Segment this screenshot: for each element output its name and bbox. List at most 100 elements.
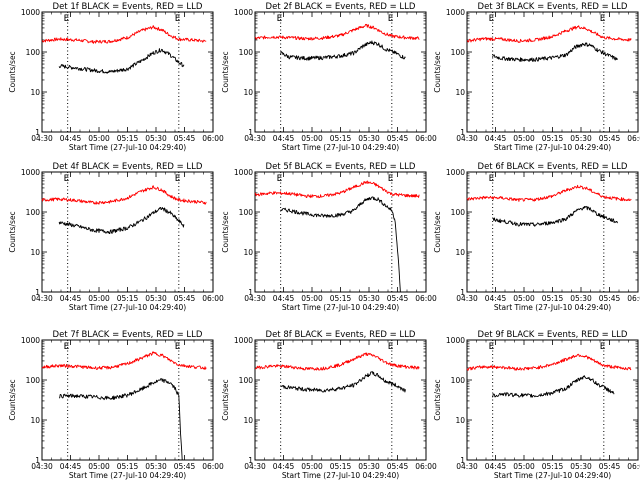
x-tick-label: 05:15	[542, 134, 564, 143]
x-tick-label: 05:00	[513, 462, 535, 471]
lld-series-line	[466, 353, 632, 371]
x-tick-label: 05:00	[88, 462, 110, 471]
y-tick-label: 10	[243, 416, 253, 425]
y-tick-label: 1000	[234, 8, 253, 17]
x-tick-label: 04:30	[31, 462, 53, 471]
y-tick-label: 100	[239, 376, 254, 385]
x-tick-label: 06:00	[202, 294, 224, 303]
events-series-line	[280, 40, 406, 61]
y-tick-label: 1000	[446, 8, 465, 17]
y-tick-label: 100	[26, 48, 41, 57]
x-tick-label: 04:30	[456, 462, 478, 471]
x-tick-label: 06:00	[627, 462, 640, 471]
x-tick-label: 04:45	[273, 294, 295, 303]
panel-6: Det 6f BLACK = Events, RED = LLD 1 10 100 10…	[433, 162, 640, 312]
x-tick-label: 05:30	[570, 294, 592, 303]
y-axis-label: Counts/sec	[433, 379, 442, 420]
y-tick-label: 1	[35, 288, 40, 297]
y-tick-label: 100	[26, 376, 41, 385]
y-tick-label: 1000	[446, 168, 465, 177]
x-axis-label: Start Time (27-Jul-10 04:29:40)	[69, 303, 186, 312]
y-tick-label: 1	[460, 128, 465, 137]
y-tick-label: 1000	[234, 336, 253, 345]
x-axis-label: Start Time (27-Jul-10 04:29:40)	[69, 143, 186, 152]
panel-9: Det 9f BLACK = Events, RED = LLD 1 10 100 10…	[433, 330, 640, 480]
x-axis-label: Start Time (27-Jul-10 04:29:40)	[494, 143, 611, 152]
y-tick-label: 1	[248, 288, 253, 297]
x-tick-label: 04:30	[31, 134, 53, 143]
x-tick-label: 05:45	[174, 294, 196, 303]
x-tick-label: 05:00	[88, 134, 110, 143]
y-tick-label: 1000	[446, 336, 465, 345]
y-axis-label: Counts/sec	[221, 379, 230, 420]
panel-5: Det 5f BLACK = Events, RED = LLD 1 10 100 10…	[221, 162, 437, 312]
x-tick-label: 04:30	[456, 294, 478, 303]
x-tick-label: 04:45	[60, 134, 82, 143]
x-tick-label: 05:45	[599, 294, 621, 303]
events-series-line	[58, 206, 185, 235]
x-tick-label: 05:00	[88, 294, 110, 303]
x-tick-label: 04:45	[273, 134, 295, 143]
y-tick-label: 100	[239, 208, 254, 217]
event-marker-label: E	[277, 14, 283, 24]
x-tick-label: 05:45	[387, 294, 409, 303]
lld-series-line	[466, 25, 632, 43]
lld-series-line	[466, 184, 632, 202]
y-tick-label: 100	[451, 208, 466, 217]
event-marker-label: E	[64, 342, 70, 352]
event-marker-label: E	[175, 174, 181, 184]
x-tick-label: 05:15	[117, 462, 139, 471]
x-tick-label: 05:00	[301, 294, 323, 303]
events-series-line	[59, 378, 183, 461]
x-tick-label: 05:00	[301, 462, 323, 471]
y-axis-label: Counts/sec	[221, 211, 230, 252]
y-tick-label: 10	[30, 416, 40, 425]
y-tick-label: 10	[455, 248, 465, 257]
panel-4: Det 4f BLACK = Events, RED = LLD 1 10 100 10…	[8, 162, 224, 312]
y-tick-label: 10	[455, 416, 465, 425]
panel-8: Det 8f BLACK = Events, RED = LLD 1 10 100 10…	[221, 330, 437, 480]
event-marker-label: E	[388, 174, 394, 184]
x-axis-label: Start Time (27-Jul-10 04:29:40)	[69, 471, 186, 480]
panel-title: Det 1f BLACK = Events, RED = LLD	[53, 2, 203, 12]
panel-2: Det 2f BLACK = Events, RED = LLD 1 10 100 10…	[221, 2, 437, 152]
panel-title: Det 9f BLACK = Events, RED = LLD	[478, 330, 628, 340]
x-tick-label: 05:30	[145, 134, 167, 143]
event-marker-label: E	[388, 342, 394, 352]
x-tick-label: 04:45	[273, 462, 295, 471]
panel-title: Det 5f BLACK = Events, RED = LLD	[266, 162, 416, 172]
events-series-line	[492, 375, 615, 398]
y-tick-label: 1	[460, 288, 465, 297]
event-marker-label: E	[600, 174, 606, 184]
events-series-line	[492, 205, 618, 227]
x-axis-label: Start Time (27-Jul-10 04:29:40)	[282, 471, 399, 480]
x-tick-label: 06:00	[202, 462, 224, 471]
x-tick-label: 05:15	[330, 134, 352, 143]
x-tick-label: 06:00	[202, 134, 224, 143]
x-tick-label: 04:30	[244, 134, 266, 143]
x-tick-label: 06:00	[627, 294, 640, 303]
x-tick-label: 05:00	[301, 134, 323, 143]
x-tick-label: 05:30	[570, 462, 592, 471]
event-marker-label: E	[175, 14, 181, 24]
event-marker-label: E	[277, 342, 283, 352]
y-axis-label: Counts/sec	[433, 211, 442, 252]
events-series-line	[280, 371, 406, 393]
x-tick-label: 04:30	[456, 134, 478, 143]
x-tick-label: 06:00	[415, 134, 437, 143]
x-axis-label: Start Time (27-Jul-10 04:29:40)	[494, 303, 611, 312]
y-tick-label: 1000	[234, 168, 253, 177]
lld-series-line	[41, 25, 207, 44]
y-tick-label: 1	[35, 456, 40, 465]
y-tick-label: 10	[30, 248, 40, 257]
x-tick-label: 05:30	[145, 294, 167, 303]
panel-title: Det 6f BLACK = Events, RED = LLD	[478, 162, 628, 172]
lld-series-line	[254, 352, 420, 371]
y-tick-label: 1	[248, 456, 253, 465]
y-tick-label: 1	[460, 456, 465, 465]
y-tick-label: 1000	[21, 336, 40, 345]
y-tick-label: 10	[30, 88, 40, 97]
x-tick-label: 05:30	[358, 134, 380, 143]
y-tick-label: 10	[243, 88, 253, 97]
x-tick-label: 05:15	[117, 134, 139, 143]
